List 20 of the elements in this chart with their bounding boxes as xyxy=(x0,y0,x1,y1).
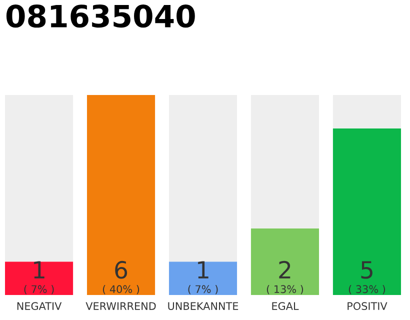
data-label: 1 ( 7% ) xyxy=(188,261,218,294)
chart-title: 081635040 xyxy=(6,4,195,28)
bar xyxy=(5,262,74,295)
x-tick-label: VERWIRREND xyxy=(86,302,156,310)
data-label: 2 ( 13% ) xyxy=(266,260,304,294)
bar xyxy=(168,95,238,262)
data-label: 6 ( 40% ) xyxy=(102,260,140,294)
x-tick-label: UNBEKANNTE xyxy=(168,302,238,310)
bar xyxy=(5,95,74,262)
bar xyxy=(168,262,238,295)
x-tick-label: EGAL xyxy=(272,302,299,310)
data-label: 1 ( 7% ) xyxy=(24,261,54,294)
x-tick-label: POSITIV xyxy=(348,302,388,310)
bar xyxy=(332,128,401,295)
bar xyxy=(86,95,156,295)
bar xyxy=(250,95,320,228)
data-label: 5 ( 33% ) xyxy=(348,261,386,294)
bar xyxy=(332,95,401,128)
x-tick-label: NEGATIV xyxy=(17,302,62,310)
bar xyxy=(250,228,320,295)
